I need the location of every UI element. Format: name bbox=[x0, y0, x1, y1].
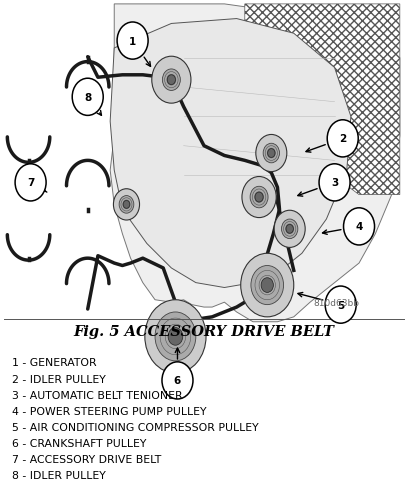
Text: 8: 8 bbox=[84, 93, 91, 102]
Circle shape bbox=[241, 254, 294, 317]
Text: 2 - IDLER PULLEY: 2 - IDLER PULLEY bbox=[12, 374, 106, 384]
Polygon shape bbox=[110, 5, 400, 322]
Text: 1: 1 bbox=[129, 37, 136, 46]
Circle shape bbox=[274, 211, 305, 248]
Circle shape bbox=[282, 220, 298, 239]
Circle shape bbox=[162, 362, 193, 399]
Circle shape bbox=[250, 187, 268, 208]
Circle shape bbox=[113, 189, 140, 221]
Circle shape bbox=[327, 121, 358, 158]
Circle shape bbox=[162, 70, 180, 91]
Circle shape bbox=[256, 135, 287, 172]
Text: 3 - AUTOMATIC BELT TENIONER: 3 - AUTOMATIC BELT TENIONER bbox=[12, 390, 183, 400]
Text: 7 - ACCESSORY DRIVE BELT: 7 - ACCESSORY DRIVE BELT bbox=[12, 454, 162, 464]
Text: 5 - AIR CONDITIONING COMPRESSOR PULLEY: 5 - AIR CONDITIONING COMPRESSOR PULLEY bbox=[12, 422, 259, 432]
Circle shape bbox=[145, 300, 206, 373]
Circle shape bbox=[263, 144, 279, 163]
Circle shape bbox=[155, 312, 196, 361]
Circle shape bbox=[72, 79, 103, 116]
Circle shape bbox=[325, 286, 356, 324]
Circle shape bbox=[286, 225, 293, 234]
Circle shape bbox=[167, 76, 175, 85]
Circle shape bbox=[261, 278, 273, 293]
Text: 4: 4 bbox=[355, 222, 363, 232]
Circle shape bbox=[117, 23, 148, 60]
Circle shape bbox=[152, 57, 191, 104]
Circle shape bbox=[319, 164, 350, 202]
Text: 7: 7 bbox=[27, 178, 34, 188]
Polygon shape bbox=[110, 20, 351, 288]
Circle shape bbox=[123, 201, 130, 209]
Circle shape bbox=[344, 208, 375, 245]
Text: 8 - IDLER PULLEY: 8 - IDLER PULLEY bbox=[12, 470, 106, 480]
Text: 810d63bb: 810d63bb bbox=[313, 299, 359, 307]
Circle shape bbox=[242, 177, 276, 218]
Text: 2: 2 bbox=[339, 134, 346, 144]
Text: Fig. 5 ACCESSORY DRIVE BELT: Fig. 5 ACCESSORY DRIVE BELT bbox=[73, 325, 335, 339]
Text: 3: 3 bbox=[331, 178, 338, 188]
Circle shape bbox=[168, 328, 183, 346]
Text: 5: 5 bbox=[337, 300, 344, 310]
Circle shape bbox=[119, 196, 134, 214]
Polygon shape bbox=[245, 5, 400, 195]
Text: 6: 6 bbox=[174, 376, 181, 386]
Circle shape bbox=[268, 149, 275, 158]
Circle shape bbox=[255, 193, 263, 203]
Text: 1 - GENERATOR: 1 - GENERATOR bbox=[12, 358, 97, 367]
Circle shape bbox=[251, 266, 284, 305]
Text: 4 - POWER STEERING PUMP PULLEY: 4 - POWER STEERING PUMP PULLEY bbox=[12, 406, 207, 416]
Circle shape bbox=[15, 164, 46, 202]
Text: 6 - CRANKSHAFT PULLEY: 6 - CRANKSHAFT PULLEY bbox=[12, 438, 146, 448]
